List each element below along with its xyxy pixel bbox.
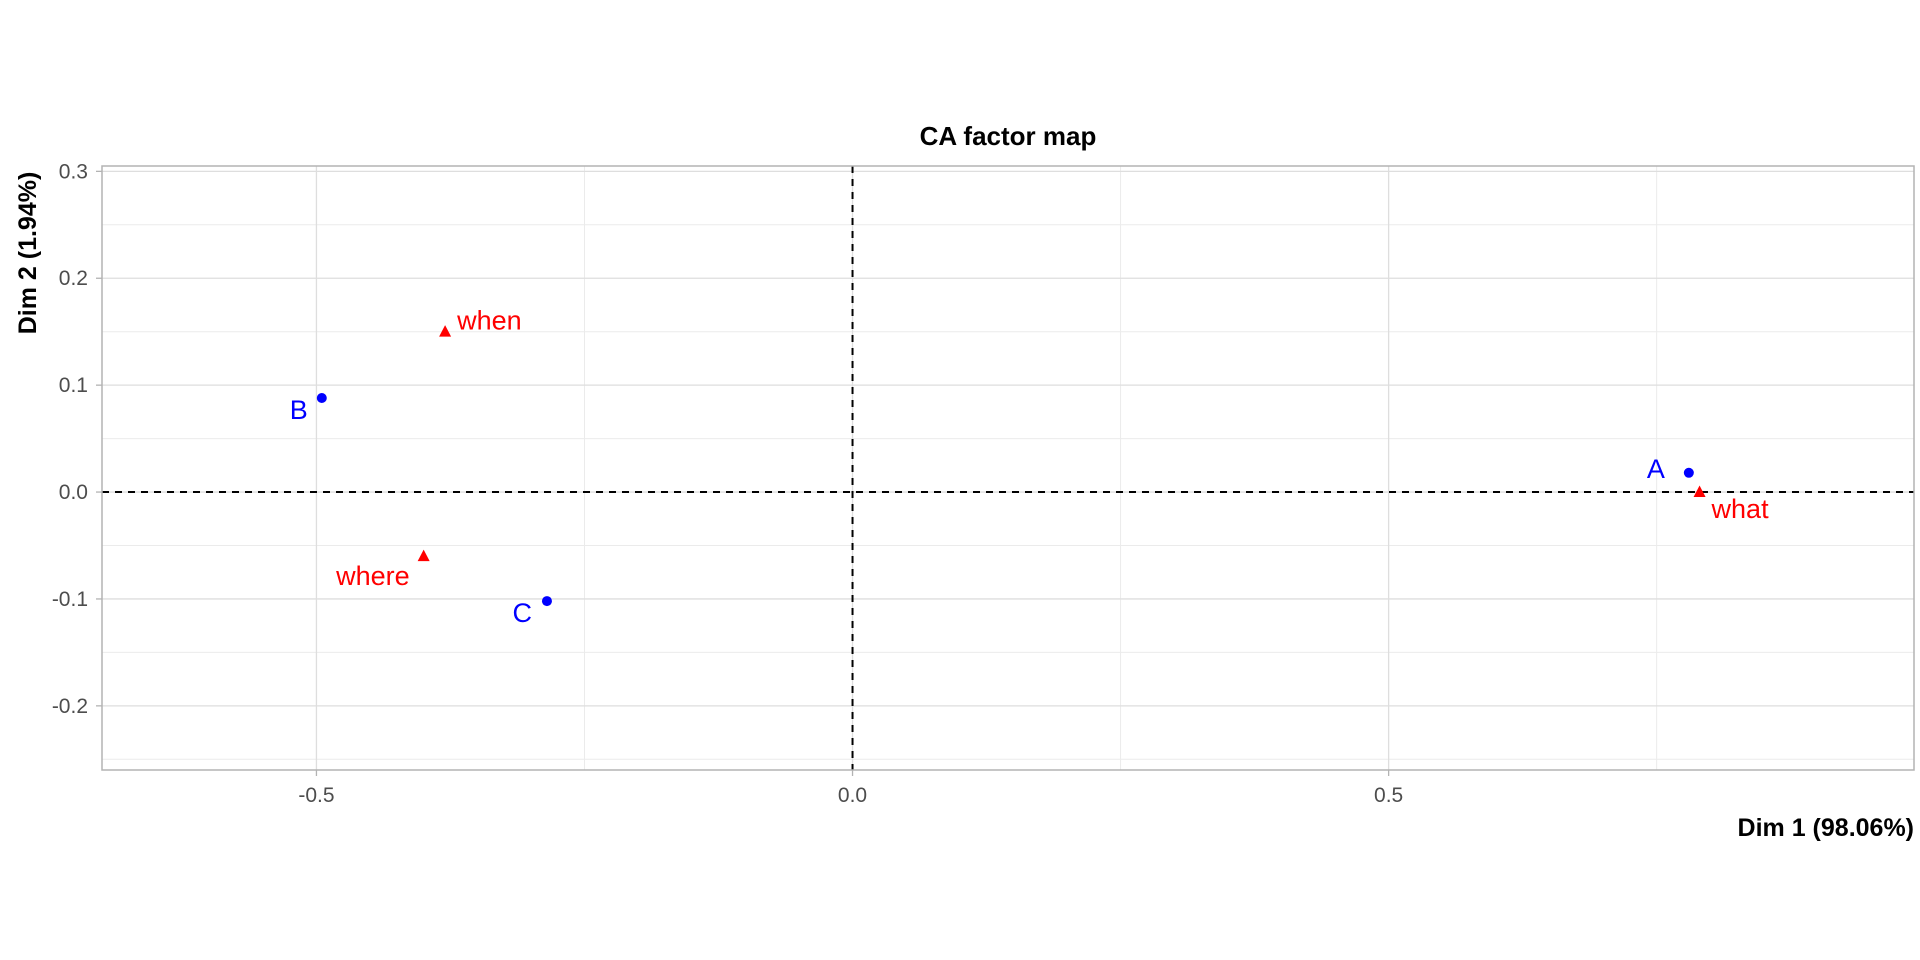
point-where [417,549,430,562]
point-when [439,325,452,337]
y-tick-label: 0.1 [59,374,88,397]
x-tick-label: -0.5 [298,784,334,807]
point-label-what: what [1711,494,1770,524]
x-axis-title: Dim 1 (98.06%) [1738,814,1914,842]
y-axis-title: Dim 2 (1.94%) [14,172,42,335]
point-a [1683,467,1694,478]
point-b [316,392,327,403]
point-c [541,596,552,607]
plot-panel-border [101,165,1915,771]
point-label-when: when [456,306,522,336]
point-label-a: A [1647,454,1665,484]
point-label-b: B [290,395,308,425]
y-axis-ticks: -0.2 -0.1 0.0 0.1 0.2 0.3 [52,160,102,718]
y-tick-label: 0.0 [59,481,88,504]
y-tick-label: 0.3 [59,160,88,183]
point-label-where: where [335,561,410,591]
chart-title: CA factor map [920,121,1097,151]
minor-grid [102,166,1914,770]
y-tick-label: 0.2 [59,267,88,290]
x-tick-label: 0.0 [838,784,867,807]
point-what [1693,485,1706,498]
major-grid [102,166,1914,770]
reference-lines [102,166,1914,770]
y-tick-label: -0.2 [52,695,88,718]
x-axis-ticks: -0.5 0.0 0.5 [298,770,1403,807]
x-tick-label: 0.5 [1374,784,1403,807]
y-tick-label: -0.1 [52,588,88,611]
point-label-c: C [512,598,532,628]
